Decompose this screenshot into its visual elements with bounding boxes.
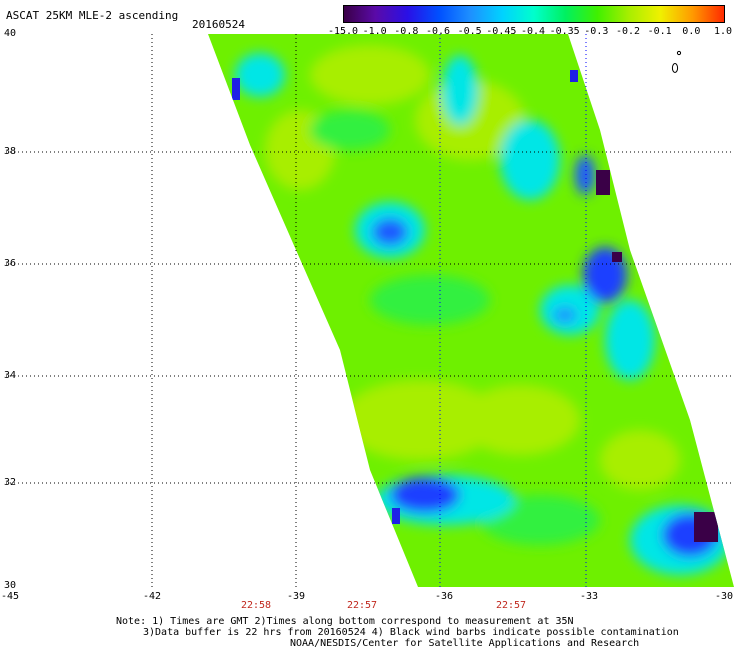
lat-label: 32: [4, 477, 17, 488]
note-line-3: NOAA/NESDIS/Center for Satellite Applica…: [290, 638, 640, 649]
colorbar: [343, 5, 725, 23]
map-date: 20160524: [192, 18, 245, 31]
lat-label: 34: [4, 370, 17, 381]
colorbar-tick-label: -0.35: [549, 26, 580, 37]
colorbar-tick-label: -0.1: [647, 26, 672, 37]
lat-label: 36: [4, 258, 17, 269]
colorbar-tick-label: -15.0: [327, 26, 359, 37]
note-line-2: 3)Data buffer is 22 hrs from 20160524 4)…: [143, 627, 679, 638]
time-label: 22:57: [495, 600, 527, 611]
lat-label: 38: [4, 146, 17, 157]
grid: [6, 34, 734, 590]
lon-label: -45: [0, 591, 20, 602]
time-label: 22:57: [346, 600, 378, 611]
map-title: ASCAT 25KM MLE-2 ascending: [6, 9, 179, 22]
colorbar-tick-label: -1.0: [362, 26, 387, 37]
wind-barb-icon: [671, 50, 682, 73]
colorbar-tick-label: -0.5: [457, 26, 482, 37]
swath-data: [208, 34, 734, 587]
colorbar-tick-label: -0.8: [394, 26, 419, 37]
lat-label: 30: [4, 580, 17, 591]
lon-label: -30: [714, 591, 734, 602]
colorbar-tick-label: 0.0: [682, 26, 701, 37]
time-label: 22:58: [240, 600, 272, 611]
lon-label: -33: [579, 591, 599, 602]
colorbar-tick-label: -0.45: [486, 26, 517, 37]
colorbar-tick-label: -0.4: [520, 26, 546, 37]
colorbar-tick-label: 1.0: [713, 26, 733, 37]
lon-label: -42: [142, 591, 162, 602]
lon-label: -39: [286, 591, 306, 602]
lon-label: -36: [434, 591, 454, 602]
lat-label: 40: [4, 28, 17, 39]
colorbar-tick-label: -0.3: [584, 26, 609, 37]
note-line-1: Note: 1) Times are GMT 2)Times along bot…: [116, 616, 574, 627]
colorbar-tick-label: -0.2: [615, 26, 641, 37]
colorbar-tick-label: -0.6: [425, 26, 451, 37]
